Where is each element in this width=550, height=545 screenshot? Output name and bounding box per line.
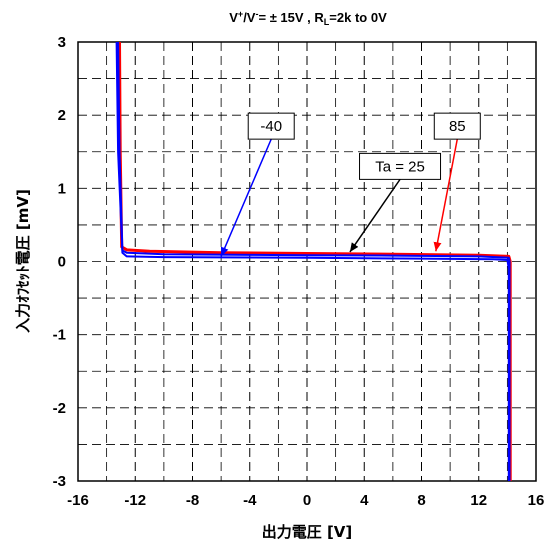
x-tick-label: 12 xyxy=(470,492,487,509)
annotation-arrow xyxy=(433,139,459,252)
x-tick-label: 8 xyxy=(417,492,425,509)
x-tick-label: -12 xyxy=(124,492,146,509)
data-series xyxy=(115,41,512,481)
x-tick-label: 16 xyxy=(528,492,545,509)
x-axis-title: 出力電圧 [V] xyxy=(262,523,353,541)
y-tick-label: -2 xyxy=(53,400,66,417)
y-tick-label: 1 xyxy=(58,180,66,197)
annotation-label: -40 xyxy=(260,118,282,135)
annotation-box xyxy=(433,112,481,140)
grid-lines xyxy=(78,42,536,481)
y-tick-label: 2 xyxy=(58,107,66,124)
annotations: -40 Ta = 25 85 xyxy=(220,112,481,257)
chart-title: V+/V-= ± 15V , RL=2k to 0V xyxy=(229,9,387,27)
x-tick-label: -16 xyxy=(67,492,89,509)
y-tick-label: 0 xyxy=(58,254,66,271)
y-axis-title: 入力ｵﾌｾｯﾄ電圧 [mV] xyxy=(14,189,32,333)
annotation-arrow xyxy=(220,138,272,257)
annotation-label: Ta = 25 xyxy=(375,158,425,175)
y-tick-label: -3 xyxy=(53,473,66,490)
y-tick-label: 3 xyxy=(58,34,66,51)
annotation-box xyxy=(247,112,295,140)
y-tick-label: -1 xyxy=(53,327,66,344)
series-line xyxy=(117,41,511,481)
plot-frame xyxy=(77,41,537,482)
x-tick-label: -4 xyxy=(243,492,257,509)
annotation-box xyxy=(359,152,442,180)
x-tick-label: 4 xyxy=(360,492,369,509)
x-tick-label: 0 xyxy=(303,492,311,509)
annotation-arrow xyxy=(349,178,401,253)
annotation-label: 85 xyxy=(449,118,466,135)
x-tick-label: -8 xyxy=(186,492,199,509)
